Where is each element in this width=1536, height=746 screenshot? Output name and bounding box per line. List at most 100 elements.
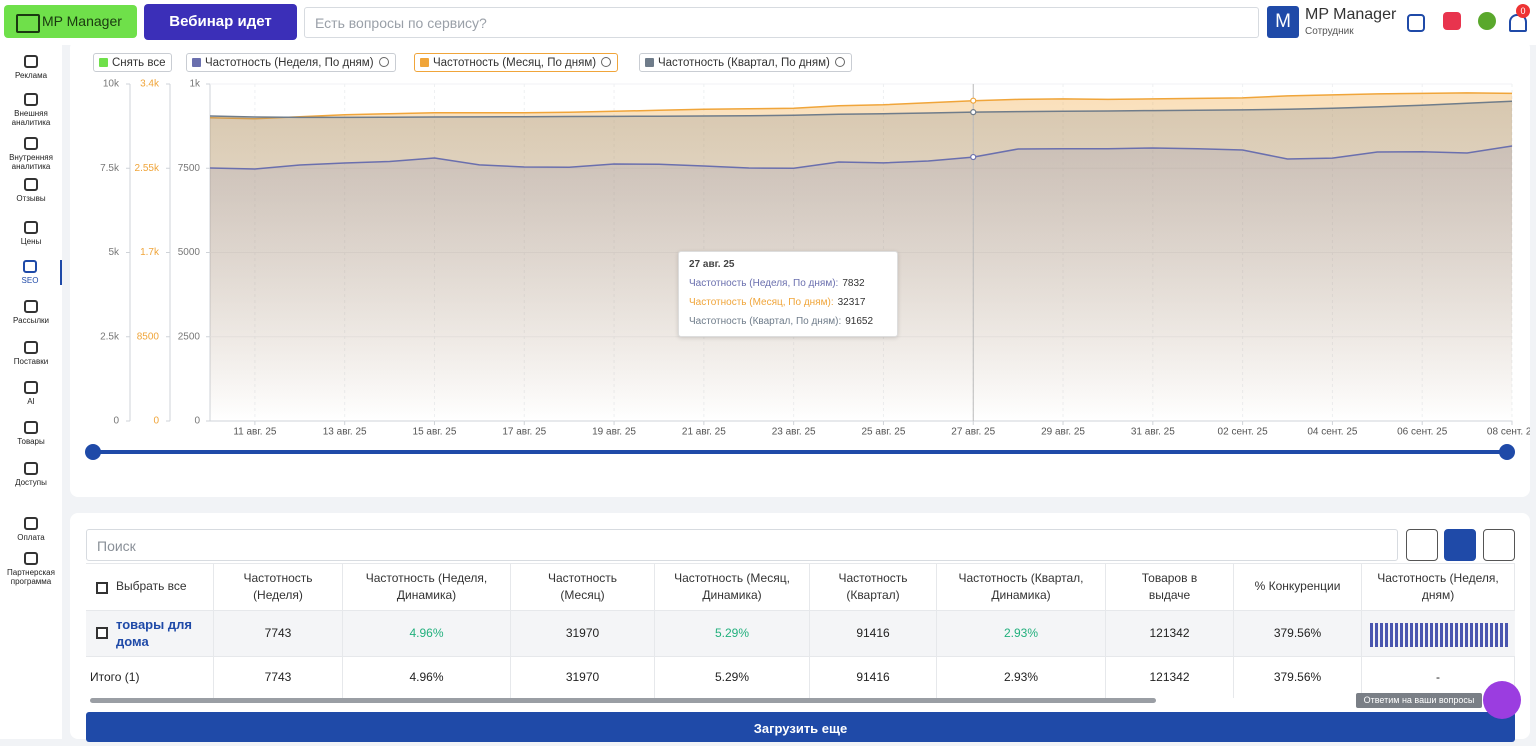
scrollbar[interactable] — [90, 698, 1156, 703]
sidebar-item[interactable]: Партнерская программа — [0, 552, 62, 586]
table-cell: 4.96% — [343, 610, 511, 656]
sidebar-icon — [24, 300, 38, 313]
sidebar-item[interactable]: AI — [0, 381, 62, 406]
sidebar-icon — [24, 381, 38, 394]
y-tick-label: 7500 — [178, 163, 201, 174]
line — [209, 145, 1513, 170]
sidebar-label: Доступы — [15, 478, 47, 487]
help-button[interactable] — [1483, 681, 1521, 719]
ai-button[interactable] — [1406, 529, 1438, 561]
column-header: Частотность (Квартал, Динамика) — [937, 563, 1106, 610]
sidebar-label: Поставки — [13, 357, 49, 366]
notification-badge: 0 — [1516, 4, 1530, 18]
select-all-checkbox[interactable] — [96, 582, 108, 594]
sidebar-item[interactable]: Внешняя аналитика — [0, 93, 62, 127]
x-tick-label: 27 авг. 25 — [951, 427, 995, 438]
x-tick-label: 19 авг. 25 — [592, 427, 636, 438]
settings-button[interactable] — [1483, 529, 1515, 561]
total-cell: 379.56% — [1234, 656, 1362, 698]
sidebar-label: AI — [27, 397, 35, 406]
sidebar-item[interactable]: Внутренняя аналитика — [0, 137, 62, 171]
webinar-button[interactable]: Вебинар идет — [144, 4, 297, 40]
table-cell: 379.56% — [1234, 610, 1362, 656]
sidebar-label: Товары — [17, 437, 45, 446]
y-tick-label: 8500 — [137, 331, 160, 342]
hover-point — [970, 109, 977, 116]
table-cell: 5.29% — [655, 610, 810, 656]
total-cell: 31970 — [511, 656, 655, 698]
slider-handle[interactable] — [1499, 444, 1515, 460]
legend-item[interactable]: Частотность (Квартал, По дням) — [639, 53, 852, 72]
x-tick-label: 13 авг. 25 — [323, 427, 367, 438]
sidebar-item[interactable]: Оплата — [0, 517, 62, 542]
y-tick-label: 3.4k — [140, 79, 160, 90]
user-name: MP Manager — [1305, 6, 1397, 23]
sidebar-item[interactable]: Доступы — [0, 462, 62, 487]
sidebar-label: Внешняя аналитика — [11, 109, 51, 127]
x-tick-label: 25 авг. 25 — [862, 427, 906, 438]
y-tick-label: 2500 — [178, 331, 201, 342]
sidebar-item[interactable]: Рассылки — [0, 300, 62, 325]
table-cell: 7743 — [214, 610, 343, 656]
y-tick-label: 1k — [189, 79, 201, 90]
sparkline — [1370, 623, 1510, 647]
hover-point — [970, 153, 977, 161]
column-header: Выбрать все — [86, 563, 214, 610]
sidebar-label: SEO — [21, 276, 39, 285]
tooltip-label: Частотность (Месяц, По дням) — [689, 297, 834, 308]
sidebar-item[interactable]: Товары — [0, 421, 62, 446]
sidebar-item[interactable]: Реклама — [0, 55, 62, 80]
question-search[interactable]: Есть вопросы по сервису? — [304, 7, 1259, 38]
sidebar-label: Отзывы — [16, 194, 46, 203]
sidebar-icon — [24, 552, 38, 565]
legend-item[interactable]: Частотность (Месяц, По дням) — [414, 53, 619, 72]
total-cell: Итого (1) — [86, 656, 214, 698]
tooltip-value: 32317 — [837, 297, 866, 308]
sidebar-label: Партнерская программа — [7, 568, 55, 586]
legend-remove[interactable] — [378, 57, 389, 67]
sidebar-item[interactable]: Поставки — [0, 341, 62, 366]
tooltip-row: Частотность (Неделя, По дням) 7832 — [689, 278, 887, 289]
hover-point — [970, 97, 977, 104]
sidebar-label: Рассылки — [13, 316, 49, 325]
legend-clear-all[interactable]: Снять все — [93, 53, 173, 72]
row-checkbox[interactable] — [96, 627, 108, 639]
y-tick-label: 5k — [108, 247, 120, 258]
legend-item[interactable]: Частотность (Неделя, По дням) — [186, 53, 396, 72]
x-tick-label: 21 авг. 25 — [682, 427, 726, 438]
sidebar-icon — [24, 55, 38, 68]
sidebar-label: Реклама — [14, 71, 48, 80]
column-header: Частотность (Квартал) — [810, 563, 937, 610]
education-icon[interactable] — [1478, 12, 1496, 30]
x-tick-label: 31 авг. 25 — [1131, 427, 1175, 438]
table-search[interactable]: Поиск — [86, 529, 1398, 561]
copy-icon[interactable] — [1407, 14, 1425, 32]
x-tick-label: 17 авг. 25 — [502, 427, 546, 438]
logo[interactable]: MP Manager — [4, 5, 137, 38]
table-row — [86, 656, 1515, 698]
legend-swatch — [420, 58, 429, 67]
sidebar-icon — [24, 462, 38, 475]
sidebar-item[interactable]: Цены — [0, 221, 62, 246]
tooltip-value: 7832 — [842, 278, 865, 289]
avatar[interactable]: M — [1267, 6, 1299, 38]
total-cell: 121342 — [1106, 656, 1234, 698]
column-header: Частотность (Неделя) — [214, 563, 343, 610]
y-tick-label: 5000 — [178, 247, 201, 258]
sidebar-item[interactable]: SEO — [0, 260, 62, 285]
x-tick-label: 23 авг. 25 — [772, 427, 816, 438]
sidebar-item[interactable]: Отзывы — [0, 178, 62, 203]
column-header: Частотность (Месяц, Динамика) — [655, 563, 810, 610]
sidebar-label: Цены — [20, 237, 42, 246]
sidebar: Реклама Внешняя аналитика Внутренняя анали… — [0, 45, 62, 739]
download-button[interactable] — [1444, 529, 1476, 561]
load-more-button[interactable]: Загрузить еще — [86, 712, 1515, 742]
tooltip-value: 91652 — [845, 316, 874, 327]
legend-remove[interactable] — [601, 57, 612, 67]
table-cell: 121342 — [1106, 610, 1234, 656]
sidebar-icon — [24, 93, 38, 106]
slider-handle[interactable] — [85, 444, 101, 460]
legend-remove[interactable] — [834, 57, 845, 67]
video-icon[interactable] — [1443, 12, 1461, 30]
